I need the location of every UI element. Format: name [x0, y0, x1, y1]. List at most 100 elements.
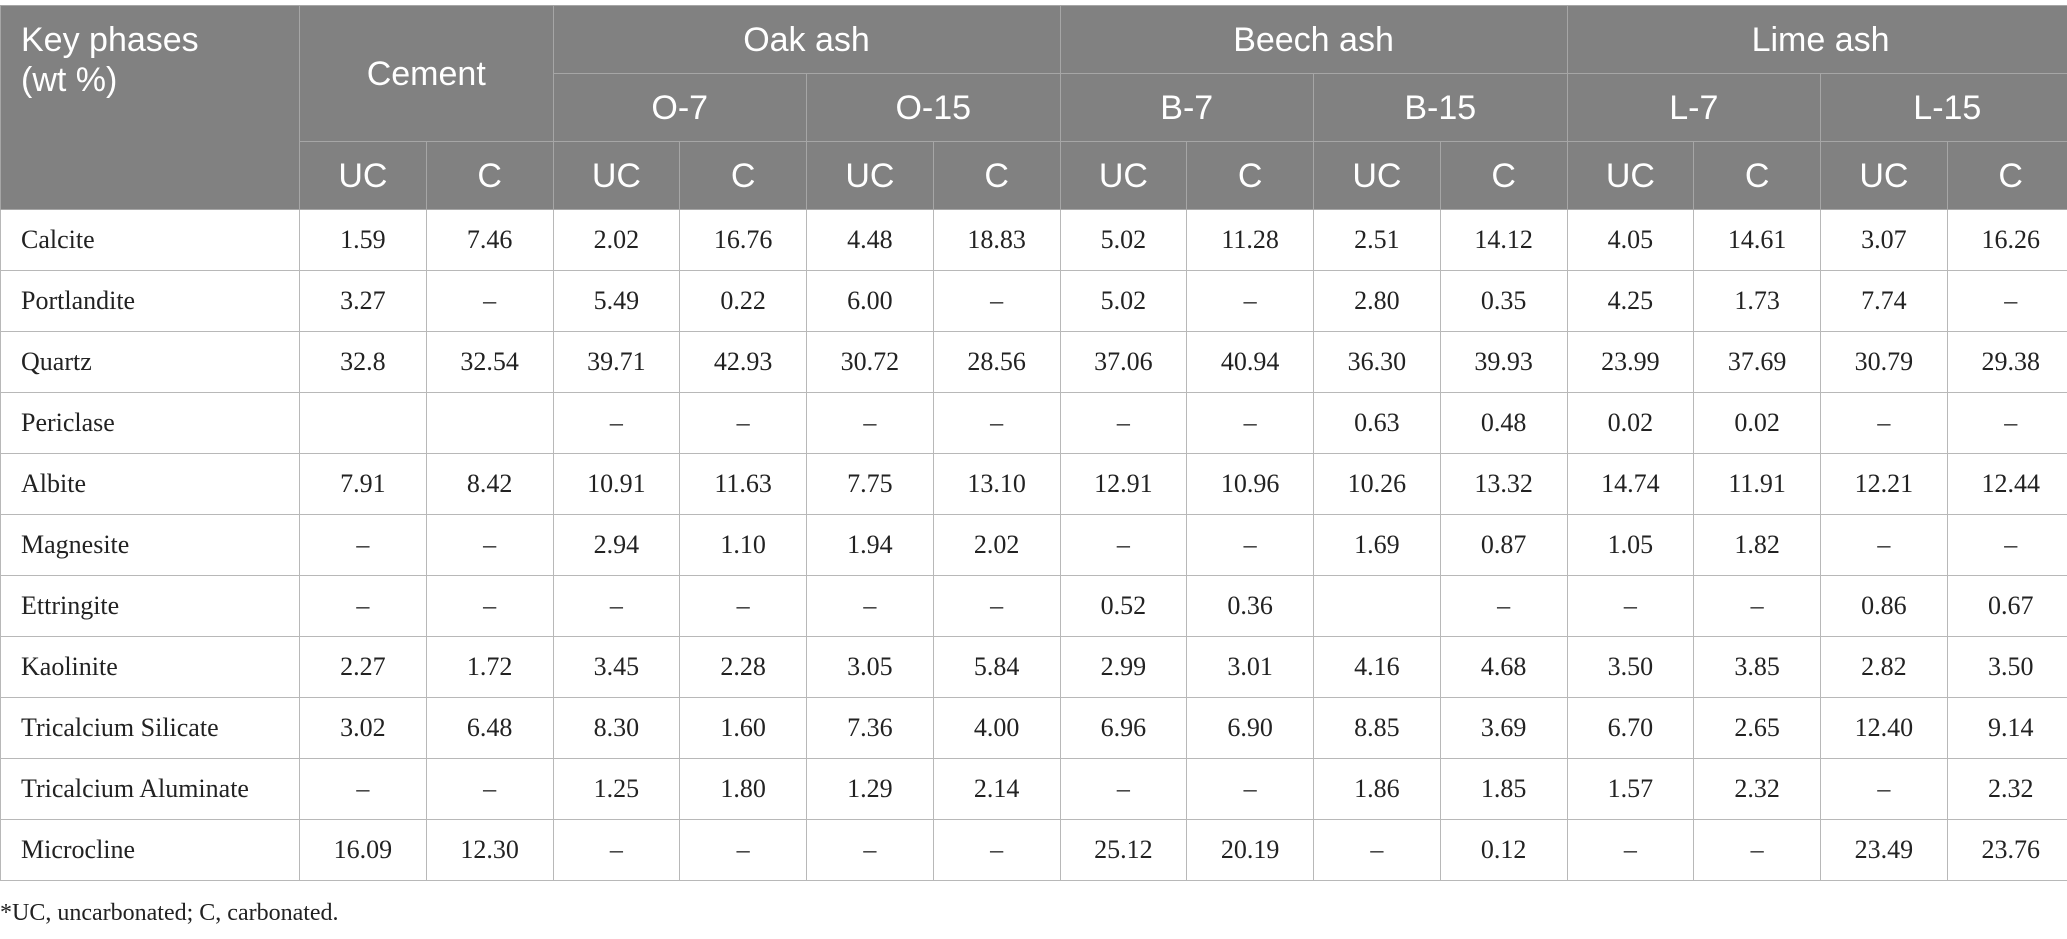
value-cell: 1.60 [679, 697, 807, 759]
phase-table-container: Key phases (wt %) Cement Oak ash Beech as… [0, 5, 2067, 881]
table-body: Calcite 1.59 7.46 2.02 16.76 4.48 18.83 5.02 11.… [0, 209, 2067, 881]
value-cell: 5.02 [1059, 209, 1188, 271]
value-cell: 16.09 [299, 819, 427, 881]
group-header-cement: Cement [299, 5, 554, 142]
subgroup-header-l-7: L-7 [1566, 73, 1822, 142]
value-cell: 8.42 [425, 453, 554, 515]
value-cell: 9.14 [1946, 697, 2067, 759]
value-cell: 11.63 [679, 453, 807, 515]
value-cell: – [932, 392, 1061, 454]
subgroup-header-l-15: L-15 [1820, 73, 2067, 142]
value-cell: 1.82 [1693, 514, 1822, 576]
value-cell: – [1693, 575, 1822, 637]
value-cell: 2.80 [1313, 270, 1441, 332]
value-cell: – [1059, 392, 1188, 454]
value-cell: 30.72 [806, 331, 934, 393]
value-cell: 0.52 [1059, 575, 1188, 637]
phase-name-cell: Tricalcium Silicate [0, 697, 300, 759]
value-cell: 1.05 [1566, 514, 1695, 576]
value-cell: – [1820, 758, 1948, 820]
value-cell: 28.56 [932, 331, 1061, 393]
value-cell: – [425, 514, 554, 576]
value-cell: 13.32 [1439, 453, 1568, 515]
value-cell: – [679, 819, 807, 881]
subgroup-header-o-15: O-15 [806, 73, 1061, 142]
condition-header: UC [1059, 141, 1188, 210]
value-cell: – [932, 270, 1061, 332]
value-cell: 2.14 [932, 758, 1061, 820]
value-cell: – [1566, 819, 1695, 881]
value-cell: 2.32 [1946, 758, 2067, 820]
value-cell: 12.91 [1059, 453, 1188, 515]
value-cell: 23.49 [1820, 819, 1948, 881]
value-cell: 2.82 [1820, 636, 1948, 698]
value-cell: – [806, 575, 934, 637]
condition-header: UC [1820, 141, 1948, 210]
phase-name-cell: Periclase [0, 392, 300, 454]
condition-header: C [932, 141, 1061, 210]
value-cell: – [1946, 392, 2067, 454]
table-row: Magnesite – –2.94 1.10 1.94 2.02– –1.69 0.87 1.0… [0, 514, 2067, 576]
value-cell: – [1313, 819, 1441, 881]
value-cell: 37.69 [1693, 331, 1822, 393]
value-cell: – [552, 392, 681, 454]
subgroup-header-b-7: B-7 [1059, 73, 1314, 142]
value-cell: 18.83 [932, 209, 1061, 271]
condition-header: C [1693, 141, 1822, 210]
value-cell: 1.10 [679, 514, 807, 576]
value-cell: – [1820, 392, 1948, 454]
value-cell: 20.19 [1186, 819, 1314, 881]
value-cell: 3.05 [806, 636, 934, 698]
value-cell: – [552, 575, 681, 637]
value-cell: 14.12 [1439, 209, 1568, 271]
table-row: Albite 7.91 8.42 10.91 11.63 7.75 13.10 12.91 10… [0, 453, 2067, 515]
phase-name-cell: Magnesite [0, 514, 300, 576]
value-cell: 11.91 [1693, 453, 1822, 515]
value-cell: 0.35 [1439, 270, 1568, 332]
value-cell: 10.91 [552, 453, 681, 515]
value-cell: 3.01 [1186, 636, 1314, 698]
value-cell: – [425, 270, 554, 332]
value-cell: 8.85 [1313, 697, 1441, 759]
value-cell: 2.02 [932, 514, 1061, 576]
value-cell: 16.76 [679, 209, 807, 271]
condition-header: UC [1313, 141, 1441, 210]
subgroup-header-o-7: O-7 [552, 73, 807, 142]
value-cell: 5.84 [932, 636, 1061, 698]
value-cell: – [806, 392, 934, 454]
value-cell: 25.12 [1059, 819, 1188, 881]
value-cell: – [806, 819, 934, 881]
table-row: Ettringite – – – – – –0.52 0.36– – –0.86 0.67 [0, 575, 2067, 637]
value-cell: – [425, 758, 554, 820]
value-cell: – [679, 575, 807, 637]
condition-header: C [1186, 141, 1314, 210]
value-cell: 29.38 [1946, 331, 2067, 393]
value-cell: 0.22 [679, 270, 807, 332]
condition-header: C [679, 141, 807, 210]
phase-name-cell: Kaolinite [0, 636, 300, 698]
key-phases-unit: (wt %) [21, 61, 118, 99]
value-cell: 30.79 [1820, 331, 1948, 393]
value-cell: 23.99 [1566, 331, 1695, 393]
value-cell: 2.27 [299, 636, 427, 698]
value-cell: 0.63 [1313, 392, 1441, 454]
value-cell: 1.86 [1313, 758, 1441, 820]
condition-header: UC [552, 141, 681, 210]
value-cell: – [1946, 514, 2067, 576]
value-cell: 4.25 [1566, 270, 1695, 332]
value-cell: 6.90 [1186, 697, 1314, 759]
phase-name-cell: Tricalcium Aluminate [0, 758, 300, 820]
group-header-beech-ash: Beech ash [1059, 5, 1568, 74]
phase-name-cell: Portlandite [0, 270, 300, 332]
value-cell: – [1059, 758, 1188, 820]
header-row-groups: Key phases (wt %) Cement Oak ash Beech as… [0, 5, 2067, 210]
table-row: Quartz 32.8 32.54 39.71 42.93 30.72 28.56 37.06… [0, 331, 2067, 393]
value-cell [1313, 575, 1441, 637]
group-header-lime-ash: Lime ash [1566, 5, 2067, 74]
value-cell: 10.26 [1313, 453, 1441, 515]
table-row: Kaolinite 2.27 1.72 3.45 2.28 3.05 5.84 2.99 3.0… [0, 636, 2067, 698]
phase-name-cell: Calcite [0, 209, 300, 271]
value-cell: 12.44 [1946, 453, 2067, 515]
condition-header: UC [1566, 141, 1695, 210]
value-cell: – [1566, 575, 1695, 637]
